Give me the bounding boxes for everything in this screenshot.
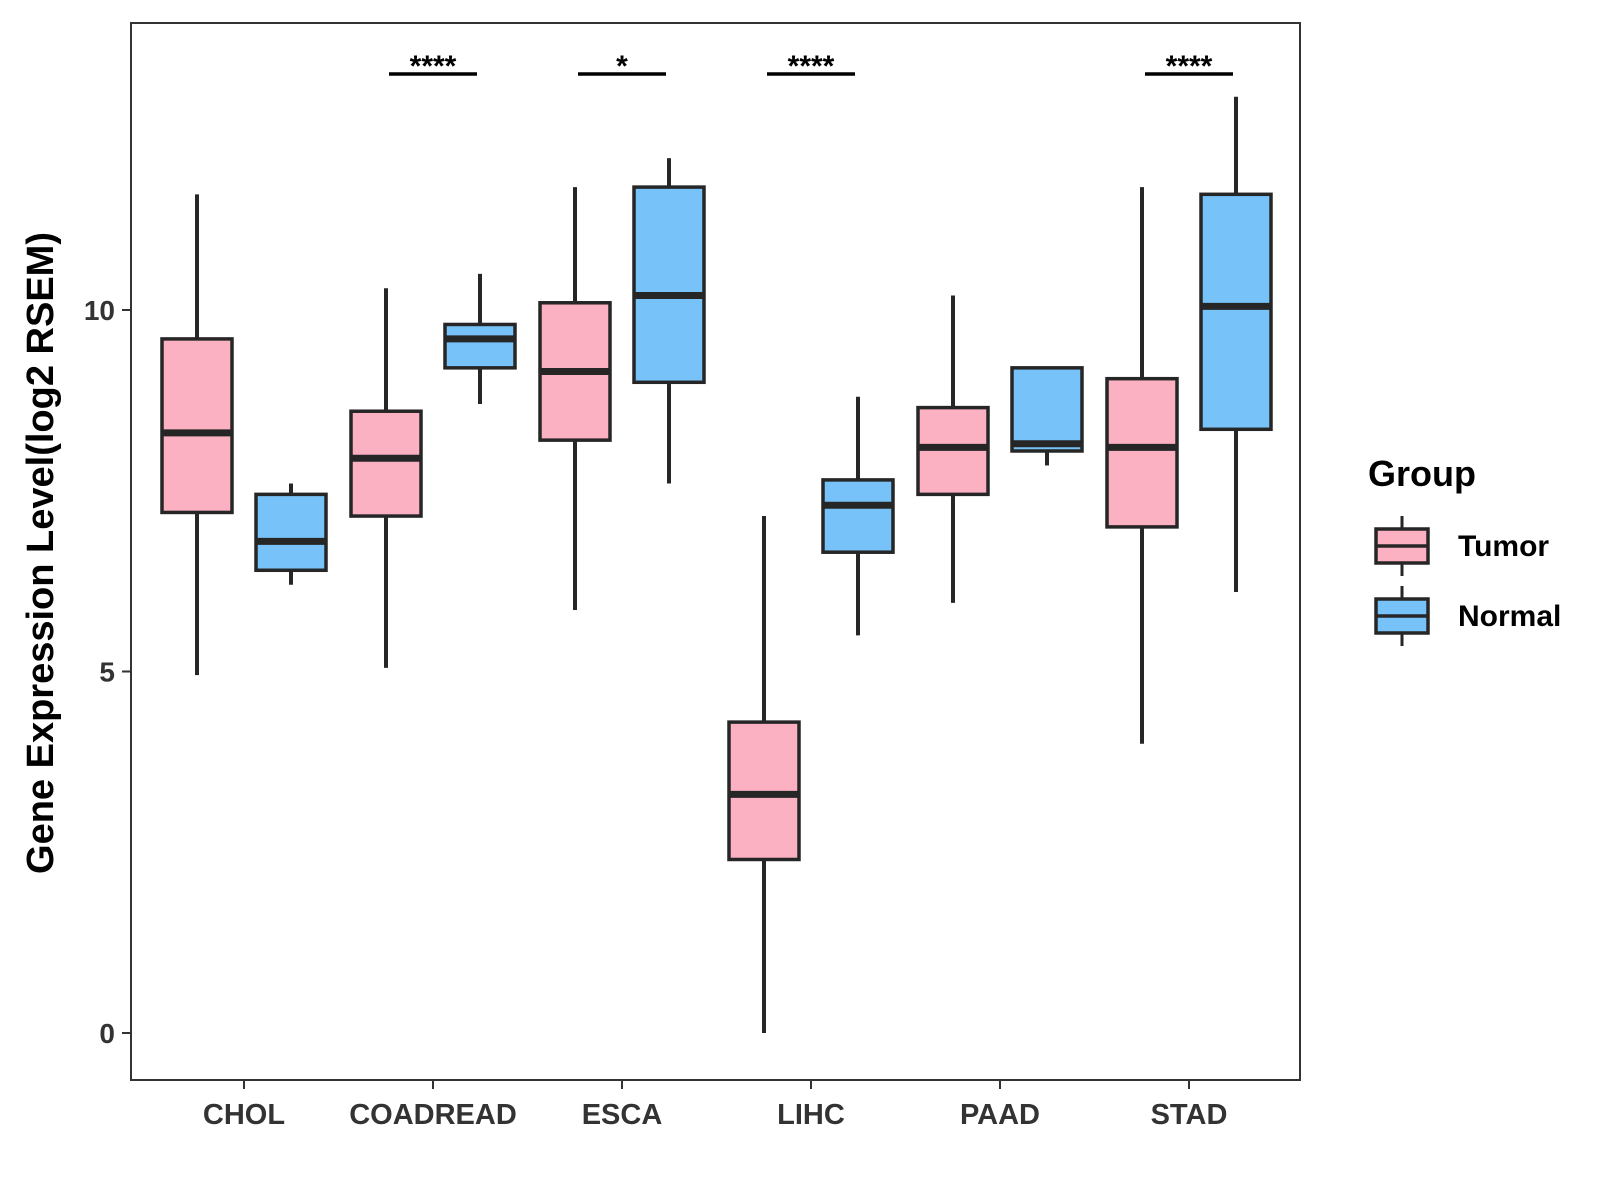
box-tumor-coadread	[349, 288, 423, 668]
axes: 0 5 10 CHOL COADREAD ESCA LIHC PAAD STAD	[84, 22, 1301, 1131]
significance-label: ****	[1166, 50, 1213, 83]
box-normal-chol	[254, 483, 328, 585]
x-tick-label: ESCA	[582, 1099, 663, 1131]
y-axis-title: Gene Expression Level(log2 RSEM)	[20, 232, 62, 874]
box-tumor-stad	[1105, 187, 1179, 744]
legend-key-tumor	[1374, 516, 1430, 576]
box-tumor-paad	[916, 295, 990, 603]
x-tick-label: PAAD	[960, 1099, 1040, 1131]
box-normal-coadread	[443, 273, 517, 404]
box-body	[916, 405, 990, 497]
x-tick-label: LIHC	[777, 1099, 845, 1131]
box-body	[821, 478, 895, 554]
box-normal-stad	[1199, 96, 1273, 592]
legend: Group Tumor Normal	[1368, 453, 1561, 646]
box-tumor-esca	[538, 187, 612, 611]
box-body	[727, 720, 801, 862]
x-tick-label: STAD	[1151, 1099, 1228, 1131]
plot-area: **** * **** ****	[160, 50, 1273, 1033]
x-tick-label: COADREAD	[349, 1099, 517, 1131]
legend-label-normal: Normal	[1458, 600, 1561, 633]
significance-label: *	[616, 50, 628, 83]
box-tumor-lihc	[727, 516, 801, 1033]
box-body	[632, 185, 706, 385]
box-body	[443, 322, 517, 370]
box-normal-esca	[632, 158, 706, 484]
box-tumor-chol	[160, 194, 234, 676]
box-body	[160, 337, 234, 515]
significance-label: ****	[788, 50, 835, 83]
x-tick-label: CHOL	[203, 1099, 285, 1131]
panel-border	[130, 22, 1301, 1081]
box-body	[1199, 192, 1273, 432]
y-tick-label: 0	[99, 1018, 115, 1049]
y-tick-label: 10	[84, 295, 115, 326]
box-normal-paad	[1010, 366, 1084, 466]
y-tick-label: 5	[99, 657, 115, 688]
box-body	[254, 492, 328, 573]
legend-title: Group	[1368, 453, 1476, 494]
box-body	[1010, 366, 1084, 453]
legend-label-tumor: Tumor	[1458, 530, 1549, 563]
box-normal-lihc	[821, 396, 895, 636]
box-body	[1105, 376, 1179, 529]
legend-key-normal	[1374, 586, 1430, 646]
significance-label: ****	[410, 50, 457, 83]
box-body	[349, 409, 423, 518]
